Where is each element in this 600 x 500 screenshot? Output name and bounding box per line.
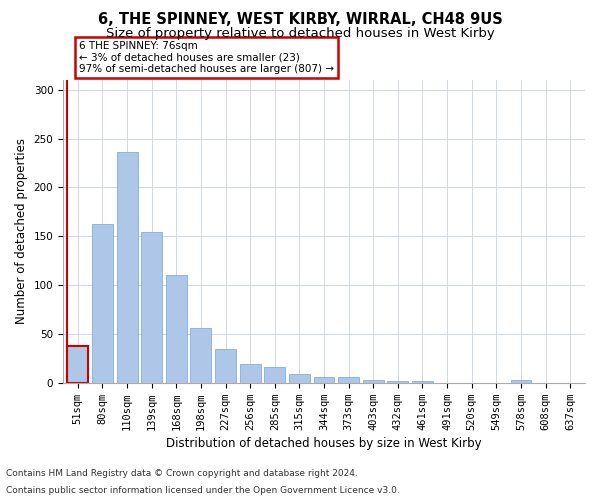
Y-axis label: Number of detached properties: Number of detached properties bbox=[15, 138, 28, 324]
Bar bbox=[363, 380, 384, 383]
Bar bbox=[92, 224, 113, 383]
Text: Contains public sector information licensed under the Open Government Licence v3: Contains public sector information licen… bbox=[6, 486, 400, 495]
Bar bbox=[511, 380, 532, 383]
Bar bbox=[314, 377, 334, 383]
Bar bbox=[338, 377, 359, 383]
X-axis label: Distribution of detached houses by size in West Kirby: Distribution of detached houses by size … bbox=[166, 437, 482, 450]
Bar bbox=[67, 346, 88, 383]
Text: Contains HM Land Registry data © Crown copyright and database right 2024.: Contains HM Land Registry data © Crown c… bbox=[6, 468, 358, 477]
Bar bbox=[412, 381, 433, 383]
Text: 6 THE SPINNEY: 76sqm
← 3% of detached houses are smaller (23)
97% of semi-detach: 6 THE SPINNEY: 76sqm ← 3% of detached ho… bbox=[79, 40, 334, 74]
Bar bbox=[388, 381, 409, 383]
Text: Size of property relative to detached houses in West Kirby: Size of property relative to detached ho… bbox=[106, 28, 494, 40]
Bar bbox=[265, 367, 285, 383]
Bar bbox=[190, 328, 211, 383]
Bar bbox=[239, 364, 260, 383]
Bar bbox=[215, 348, 236, 383]
Text: 6, THE SPINNEY, WEST KIRBY, WIRRAL, CH48 9US: 6, THE SPINNEY, WEST KIRBY, WIRRAL, CH48… bbox=[98, 12, 502, 28]
Bar bbox=[289, 374, 310, 383]
Bar bbox=[166, 276, 187, 383]
Bar bbox=[116, 152, 137, 383]
Bar bbox=[141, 232, 162, 383]
